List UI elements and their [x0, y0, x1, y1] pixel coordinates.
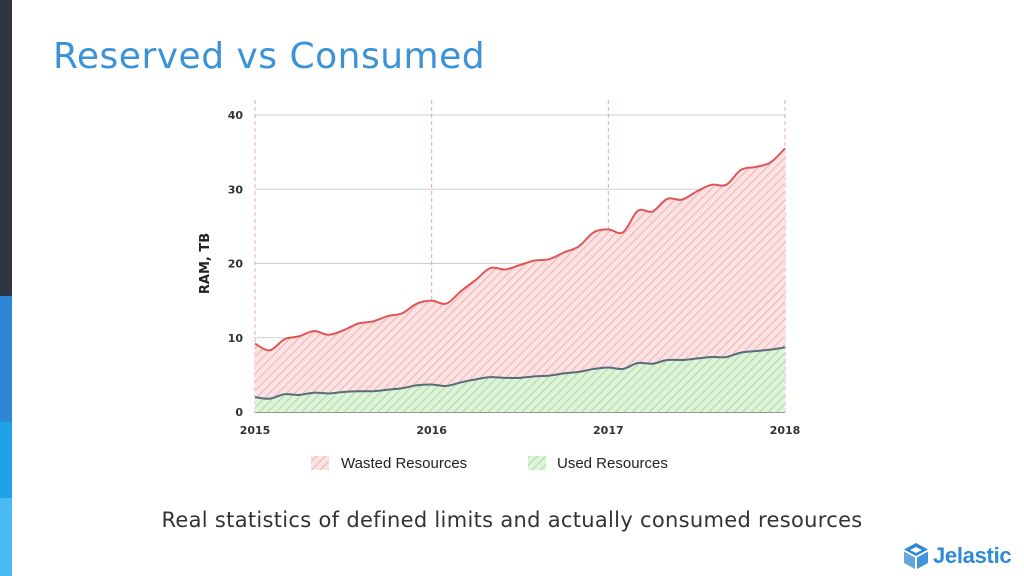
- area-reserved: [255, 148, 785, 412]
- y-tick-label: 10: [228, 332, 244, 345]
- side-accent-segment-dark: [0, 0, 12, 296]
- legend-label-wasted: Wasted Resources: [341, 455, 467, 472]
- x-tick-label: 2018: [770, 424, 801, 437]
- x-tick-label: 2017: [593, 424, 624, 437]
- side-accent-segment-mid: [0, 422, 12, 498]
- areas: [254, 147, 786, 412]
- line-consumed: [254, 346, 786, 400]
- line-reserved: [254, 147, 786, 352]
- y-tick-label: 30: [228, 183, 244, 196]
- jelastic-cube-icon: [904, 543, 928, 569]
- slide-caption: Real statistics of defined limits and ac…: [161, 508, 863, 532]
- logo-text: Jelastic: [933, 543, 1012, 568]
- y-tick-label: 40: [228, 109, 244, 122]
- x-tick-label: 2015: [240, 424, 271, 437]
- area-chart: 0 10 20 30 40 2015 2016 2017 2018 RAM, TB Wasted …: [198, 100, 800, 472]
- y-axis-label: RAM, TB: [198, 233, 213, 294]
- side-accent-segment-light: [0, 498, 12, 576]
- side-accent-segment-blue: [0, 296, 12, 422]
- legend: Wasted Resources Used Resources: [311, 455, 668, 472]
- slide-title: Reserved vs Consumed: [53, 36, 486, 77]
- y-tick-label: 0: [235, 406, 243, 419]
- area-consumed: [255, 347, 785, 412]
- side-accent-bar: [0, 0, 12, 576]
- axes: 0 10 20 30 40 2015 2016 2017 2018 RAM, TB: [198, 109, 800, 437]
- legend-swatch-used: [528, 456, 546, 470]
- jelastic-logo: Jelastic: [903, 540, 1012, 572]
- legend-swatch-wasted: [311, 456, 329, 470]
- legend-label-used: Used Resources: [557, 455, 668, 472]
- x-tick-label: 2016: [416, 424, 447, 437]
- y-tick-label: 20: [228, 258, 244, 271]
